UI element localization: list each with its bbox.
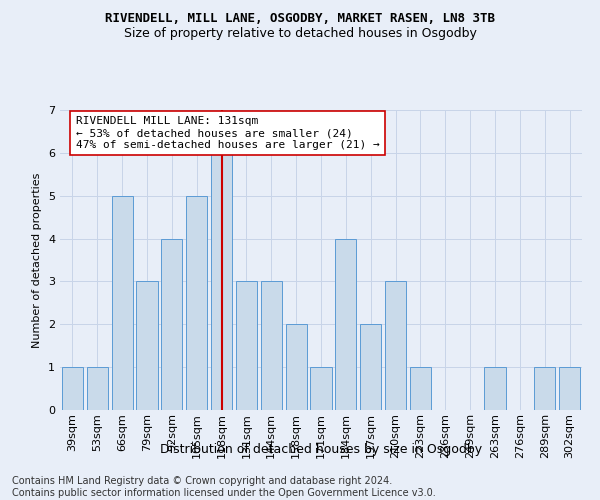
Bar <box>136 282 158 410</box>
Text: RIVENDELL, MILL LANE, OSGODBY, MARKET RASEN, LN8 3TB: RIVENDELL, MILL LANE, OSGODBY, MARKET RA… <box>105 12 495 26</box>
Bar <box>87 367 108 410</box>
Bar <box>385 282 406 410</box>
Text: Size of property relative to detached houses in Osgodby: Size of property relative to detached ho… <box>124 28 476 40</box>
Text: RIVENDELL MILL LANE: 131sqm
← 53% of detached houses are smaller (24)
47% of sem: RIVENDELL MILL LANE: 131sqm ← 53% of det… <box>76 116 379 150</box>
Bar <box>211 153 232 410</box>
Bar <box>112 196 133 410</box>
Text: Distribution of detached houses by size in Osgodby: Distribution of detached houses by size … <box>160 442 482 456</box>
Bar <box>335 238 356 410</box>
Bar <box>484 367 506 410</box>
Bar <box>559 367 580 410</box>
Bar <box>310 367 332 410</box>
Bar <box>261 282 282 410</box>
Bar <box>410 367 431 410</box>
Text: Contains HM Land Registry data © Crown copyright and database right 2024.
Contai: Contains HM Land Registry data © Crown c… <box>12 476 436 498</box>
Bar <box>62 367 83 410</box>
Bar <box>360 324 381 410</box>
Bar <box>236 282 257 410</box>
Bar <box>286 324 307 410</box>
Bar <box>186 196 207 410</box>
Y-axis label: Number of detached properties: Number of detached properties <box>32 172 43 348</box>
Bar <box>534 367 555 410</box>
Bar <box>161 238 182 410</box>
